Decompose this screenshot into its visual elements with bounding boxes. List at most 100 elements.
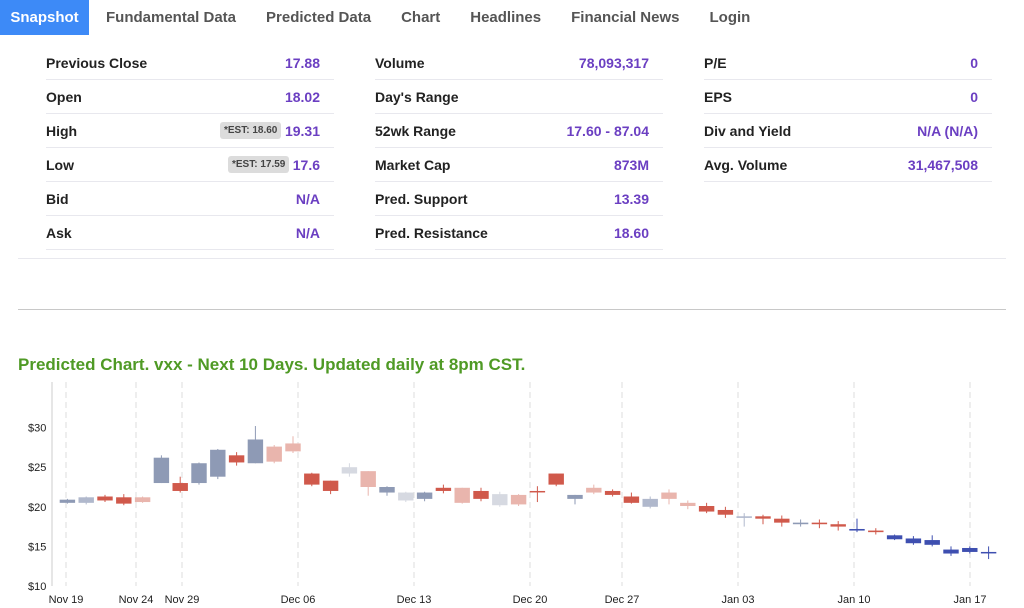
candle <box>680 500 696 510</box>
candle <box>924 535 940 547</box>
candle-body <box>191 463 207 484</box>
candle <box>567 494 583 505</box>
divider <box>18 258 1006 259</box>
stat-value: N/A (N/A) <box>917 122 978 139</box>
stat-label: High <box>46 122 78 139</box>
candle-body <box>510 494 527 505</box>
tab-financial-news[interactable]: Financial News <box>571 9 680 26</box>
stat-low: Low *EST: 17.59 17.6 <box>46 148 334 182</box>
candle-body <box>905 538 922 544</box>
candle <box>529 486 546 503</box>
candle <box>398 491 414 503</box>
stat-label: P/E <box>704 54 727 71</box>
candle <box>285 436 301 453</box>
candle-body <box>529 490 546 493</box>
x-tick-label: Dec 13 <box>397 594 432 606</box>
candle-body <box>59 499 76 503</box>
candle <box>962 546 978 554</box>
candle-body <box>492 494 508 506</box>
candle <box>266 445 282 464</box>
y-tick-label: $25 <box>28 462 46 474</box>
candle-body <box>830 524 846 527</box>
candle <box>360 471 376 496</box>
estimate-badge: *EST: 17.59 <box>228 156 290 173</box>
candle <box>661 489 677 505</box>
candle-body <box>548 473 564 485</box>
tab-bar: Snapshot Fundamental Data Predicted Data… <box>0 0 1024 35</box>
x-tick-label: Jan 03 <box>721 594 754 606</box>
stat-label: Volume <box>375 54 425 71</box>
candle-body <box>398 492 414 501</box>
candle <box>623 492 640 504</box>
candlestick-chart: $10 $15 $20 $25 $30 Nov 19 Nov 24 Nov 29 Dec 06… <box>28 382 997 606</box>
candle-body <box>210 449 226 477</box>
tab-predicted-data[interactable]: Predicted Data <box>266 9 372 26</box>
candle <box>153 455 170 484</box>
stat-label: Avg. Volume <box>704 156 788 173</box>
candle <box>78 496 94 505</box>
candle <box>473 487 489 502</box>
candle-body <box>962 547 978 552</box>
candle <box>604 489 621 497</box>
candle-body <box>868 530 884 533</box>
candle <box>510 494 527 507</box>
candle-body <box>924 540 940 545</box>
candle-body <box>228 455 245 463</box>
stat-market-cap: Market Cap 873M <box>375 148 663 182</box>
stat-value: 31,467,508 <box>907 156 978 173</box>
estimate-badge: *EST: 18.60 <box>220 122 282 139</box>
tab-headlines[interactable]: Headlines <box>470 9 542 26</box>
candle-body <box>172 483 188 491</box>
candle-body <box>623 496 640 503</box>
candle-body <box>604 490 621 495</box>
stat-label: Pred. Support <box>375 190 468 207</box>
x-tick-label: Nov 19 <box>49 594 84 606</box>
tab-login[interactable]: Login <box>709 9 751 26</box>
candle <box>792 519 809 527</box>
candle <box>322 480 339 495</box>
tab-fundamental-data[interactable]: Fundamental Data <box>106 9 237 26</box>
candle-body <box>322 480 339 491</box>
stat-div-yield: Div and Yield N/A (N/A) <box>704 114 992 148</box>
candle-body <box>379 487 395 493</box>
candle-body <box>661 492 677 499</box>
candle-body <box>886 535 903 540</box>
candle <box>717 506 734 518</box>
candle-body <box>774 518 790 523</box>
x-tick-label: Jan 17 <box>953 594 986 606</box>
tab-snapshot[interactable]: Snapshot <box>0 0 89 35</box>
candle-body <box>360 471 376 487</box>
candle <box>830 521 846 531</box>
stat-previous-close: Previous Close 17.88 <box>46 46 334 80</box>
stat-value: 78,093,317 <box>578 54 649 71</box>
tab-chart[interactable]: Chart <box>401 9 441 26</box>
candle <box>849 518 865 533</box>
stat-value: 18.02 <box>284 88 320 105</box>
chart-title: Predicted Chart. vxx - Next 10 Days. Upd… <box>18 355 526 374</box>
candle <box>980 546 997 560</box>
candle <box>304 472 320 487</box>
x-tick-label: Nov 24 <box>119 594 154 606</box>
candle <box>59 498 76 504</box>
candle <box>172 476 188 493</box>
stat-value: 17.88 <box>284 54 320 71</box>
y-axis: $10 $15 $20 $25 $30 <box>28 382 53 593</box>
stat-52wk-range: 52wk Range 17.60 - 87.04 <box>375 114 663 148</box>
stat-value: 13.39 <box>613 190 649 207</box>
candle-body <box>78 497 94 503</box>
candle-body <box>980 551 997 554</box>
candle <box>97 494 113 503</box>
candle <box>736 513 752 527</box>
y-tick-label: $20 <box>28 502 46 514</box>
divider <box>18 309 1006 310</box>
candle <box>586 484 602 495</box>
stat-open: Open 18.02 <box>46 80 334 114</box>
stat-value: 0 <box>970 54 978 71</box>
stat-value: 19.31 <box>284 122 320 139</box>
candle-body <box>943 549 959 554</box>
stat-pred-resistance: Pred. Resistance 18.60 <box>375 216 663 250</box>
stat-value: 17.6 <box>292 156 320 173</box>
candle-body <box>341 467 358 474</box>
candle-body <box>97 496 113 501</box>
stat-value: N/A <box>295 190 320 207</box>
